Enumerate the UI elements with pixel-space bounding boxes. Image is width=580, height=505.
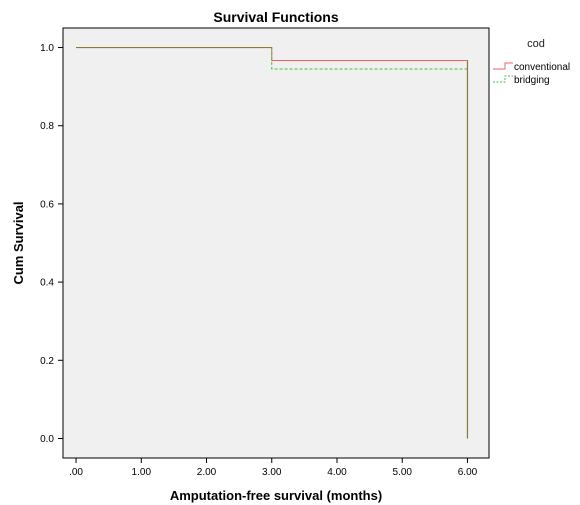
y-tick-label: 0.4 [40,278,54,289]
y-tick-label: 1.0 [40,43,54,54]
y-tick-label: 0.2 [40,356,54,367]
y-axis-title: Cum Survival [11,201,26,284]
legend-title: cod [527,38,545,50]
series-layer [76,46,469,439]
x-tick-label: .00 [69,467,83,478]
legend-symbol-conventional [493,62,513,70]
legend-label-conventional: conventional [514,62,570,73]
x-tick-label: 4.00 [327,467,347,478]
y-tick-label: 0.8 [40,121,54,132]
x-tick-label: 3.00 [262,467,282,478]
legend-label-bridging: bridging [514,75,550,86]
x-tick-label: 6.00 [458,467,478,478]
plot-area [62,27,490,459]
x-axis-title: Amputation-free survival (months) [170,488,382,503]
legend-symbol-bridging [493,75,513,83]
x-tick-label: 2.00 [197,467,217,478]
chart-title: Survival Functions [213,9,338,25]
axes: .00 1.00 2.00 3.00 4.00 5.00 6.00 0.0 0.2 0.4 0.6 0… [40,43,478,478]
y-tick-label: 0.6 [40,199,54,210]
y-tick-label: 0.0 [40,434,54,445]
x-tick-label: 5.00 [392,467,412,478]
x-tick-label: 1.00 [132,467,152,478]
legend: cod conventional bridging [493,38,570,86]
